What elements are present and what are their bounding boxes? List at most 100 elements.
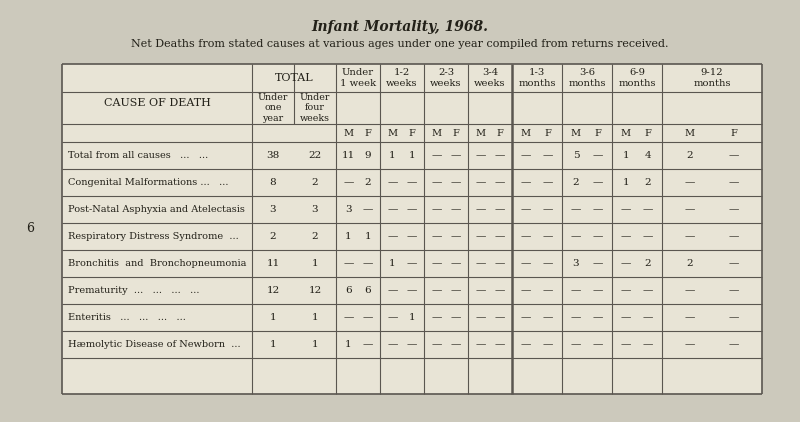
Text: —: — (343, 259, 354, 268)
Text: —: — (521, 178, 531, 187)
Text: —: — (685, 286, 695, 295)
Text: F: F (364, 129, 371, 138)
Text: —: — (387, 286, 398, 295)
Text: F: F (730, 129, 738, 138)
Text: 6: 6 (364, 286, 371, 295)
Text: —: — (343, 313, 354, 322)
Text: —: — (543, 205, 553, 214)
Text: Total from all causes   ...   ...: Total from all causes ... ... (68, 151, 208, 160)
Text: 1: 1 (389, 259, 396, 268)
Text: —: — (543, 178, 553, 187)
Text: —: — (685, 205, 695, 214)
Text: 6: 6 (26, 222, 34, 235)
Text: —: — (406, 205, 417, 214)
Text: F: F (496, 129, 503, 138)
Text: —: — (431, 151, 442, 160)
Text: —: — (475, 205, 486, 214)
Text: —: — (643, 232, 653, 241)
Text: —: — (729, 232, 739, 241)
Text: —: — (475, 151, 486, 160)
Text: M: M (431, 129, 442, 138)
Text: —: — (621, 232, 631, 241)
Text: —: — (571, 232, 581, 241)
Text: —: — (494, 259, 505, 268)
Text: —: — (450, 286, 461, 295)
Text: —: — (593, 232, 603, 241)
Text: —: — (593, 286, 603, 295)
Text: —: — (494, 205, 505, 214)
Text: 3: 3 (270, 205, 276, 214)
Text: —: — (593, 313, 603, 322)
Text: —: — (431, 178, 442, 187)
Text: —: — (431, 286, 442, 295)
Text: —: — (571, 205, 581, 214)
Text: —: — (543, 313, 553, 322)
Text: —: — (431, 313, 442, 322)
Text: 1: 1 (270, 340, 276, 349)
Text: 1-2
weeks: 1-2 weeks (386, 68, 418, 88)
Text: CAUSE OF DEATH: CAUSE OF DEATH (103, 98, 210, 108)
Text: M: M (343, 129, 354, 138)
Text: 8: 8 (270, 178, 276, 187)
Text: —: — (387, 205, 398, 214)
Text: —: — (621, 205, 631, 214)
Text: —: — (475, 178, 486, 187)
Text: M: M (571, 129, 581, 138)
Text: Infant Mortality, 1968.: Infant Mortality, 1968. (311, 20, 489, 34)
Text: M: M (387, 129, 398, 138)
Text: 1-3
months: 1-3 months (518, 68, 556, 88)
Text: —: — (543, 286, 553, 295)
Text: —: — (593, 340, 603, 349)
Text: —: — (521, 232, 531, 241)
Text: M: M (521, 129, 531, 138)
Text: F: F (452, 129, 459, 138)
Text: —: — (621, 340, 631, 349)
Text: —: — (571, 340, 581, 349)
Text: —: — (431, 205, 442, 214)
Text: —: — (362, 259, 373, 268)
Text: —: — (543, 340, 553, 349)
Text: 2: 2 (312, 232, 318, 241)
Text: —: — (450, 313, 461, 322)
Text: 9: 9 (364, 151, 371, 160)
Text: —: — (343, 178, 354, 187)
Text: —: — (593, 178, 603, 187)
Text: 2: 2 (270, 232, 276, 241)
Text: —: — (521, 259, 531, 268)
Text: 1: 1 (364, 232, 371, 241)
Text: —: — (494, 313, 505, 322)
Text: —: — (521, 286, 531, 295)
Text: —: — (406, 286, 417, 295)
Text: 22: 22 (308, 151, 322, 160)
Text: 1: 1 (345, 232, 352, 241)
Text: —: — (571, 313, 581, 322)
Text: 2: 2 (573, 178, 579, 187)
Text: —: — (475, 313, 486, 322)
Text: —: — (685, 178, 695, 187)
Text: Net Deaths from stated causes at various ages under one year compiled from retur: Net Deaths from stated causes at various… (131, 39, 669, 49)
Text: —: — (494, 340, 505, 349)
Text: —: — (685, 313, 695, 322)
Text: M: M (475, 129, 486, 138)
Text: —: — (729, 178, 739, 187)
Text: 2: 2 (645, 259, 651, 268)
Text: F: F (545, 129, 551, 138)
Text: —: — (521, 151, 531, 160)
Text: —: — (621, 259, 631, 268)
Text: —: — (521, 340, 531, 349)
Text: F: F (408, 129, 415, 138)
Text: —: — (494, 178, 505, 187)
Text: 2: 2 (686, 151, 694, 160)
Text: Post-Natal Asphyxia and Atelectasis: Post-Natal Asphyxia and Atelectasis (68, 205, 245, 214)
Text: —: — (475, 340, 486, 349)
Text: 3: 3 (573, 259, 579, 268)
Text: M: M (621, 129, 631, 138)
Text: —: — (593, 205, 603, 214)
Text: —: — (362, 340, 373, 349)
Text: 4: 4 (645, 151, 651, 160)
Text: —: — (494, 232, 505, 241)
Text: —: — (387, 232, 398, 241)
Text: 1: 1 (622, 151, 630, 160)
Text: 1: 1 (408, 313, 415, 322)
Text: —: — (685, 340, 695, 349)
